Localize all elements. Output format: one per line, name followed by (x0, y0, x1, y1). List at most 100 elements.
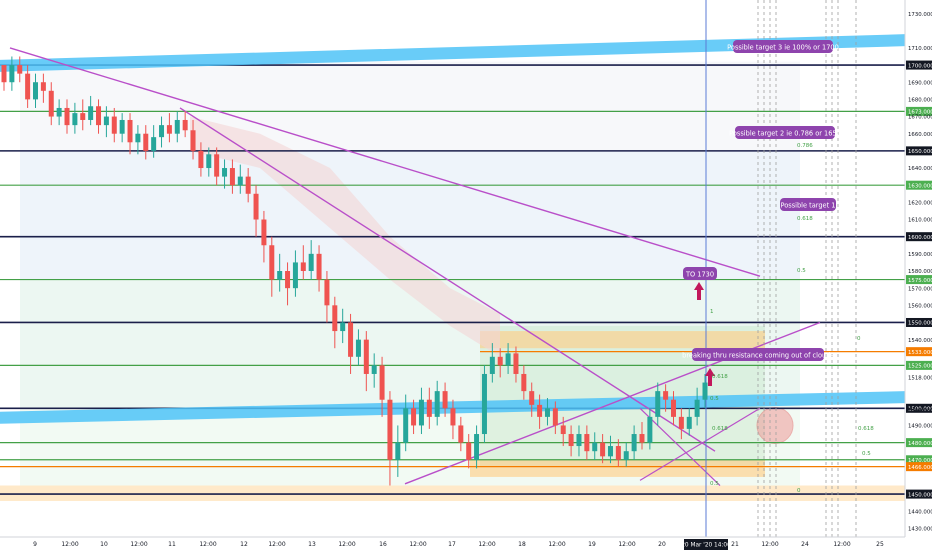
price-tick-label: 1500.000 (908, 406, 932, 412)
candle-body (308, 253, 314, 271)
time-tick-label: 20 (658, 541, 666, 548)
candle-body (568, 434, 574, 447)
annotation-bubble (733, 40, 833, 53)
price-tick-label: 1430.000 (908, 527, 932, 533)
candle-body (182, 119, 188, 131)
candle-body (600, 442, 606, 457)
candle-body (403, 408, 409, 443)
price-tag (906, 317, 932, 327)
candle-body (285, 271, 291, 289)
price-tick-label: 1580.000 (908, 269, 932, 275)
candle-body (521, 373, 527, 392)
candle-body (159, 125, 165, 138)
candle-body (292, 262, 298, 289)
candle-body (72, 113, 78, 126)
time-tick-label: 21 (731, 541, 739, 548)
price-tag (906, 462, 932, 472)
candle-body (497, 356, 503, 366)
candle-body (56, 107, 62, 117)
time-tick-label: 12:00 (548, 541, 565, 548)
candle-body (418, 399, 424, 426)
fib-label: 1 (710, 309, 714, 315)
candle-body (702, 382, 708, 400)
trend-line (9, 47, 761, 277)
annotation-text: TO 1730 (685, 271, 714, 279)
candle-body (466, 442, 472, 460)
candle-body (198, 150, 204, 169)
candle-body (607, 446, 613, 457)
horizontal-levels (0, 64, 905, 495)
annotation-bubble (692, 348, 824, 361)
candle-body (411, 408, 417, 426)
candle-body (40, 82, 46, 91)
candle-body (88, 106, 94, 120)
price-tick-label: 1630.000 (908, 183, 932, 189)
candle-body (64, 107, 70, 126)
candle-body (127, 119, 133, 143)
candle-body (33, 82, 39, 100)
candle-body (560, 425, 566, 435)
price-tick-label: 1575.000 (908, 278, 932, 284)
price-tick-label: 1620.000 (908, 201, 932, 207)
candle-body (135, 133, 141, 143)
price-tick-label: 1640.000 (908, 166, 932, 172)
annotation-bubble (735, 126, 835, 139)
candle-body (434, 391, 440, 417)
candle-body (615, 446, 621, 460)
candle-body (253, 193, 259, 220)
candle-body (300, 262, 306, 271)
time-tick-label: 12:00 (61, 541, 78, 548)
trend-line (639, 407, 761, 481)
zone-orange-bottom (470, 459, 765, 477)
candle-body (48, 90, 54, 117)
candle-body (442, 391, 448, 409)
candle-body (686, 416, 692, 429)
price-tick-label: 1518.000 (908, 376, 932, 382)
price-tag (906, 106, 932, 116)
candle-body (481, 373, 487, 435)
time-tick-label: 12:00 (130, 541, 147, 548)
price-tag (906, 180, 932, 190)
time-tick-label: 17 (448, 541, 456, 548)
trend-line (179, 107, 716, 452)
price-tag (906, 403, 932, 413)
candle-body (379, 365, 385, 400)
time-tick-label: 9 (33, 541, 37, 548)
candle-body (670, 399, 676, 417)
time-tick-label: 12:00 (761, 541, 778, 548)
price-tick-label: 1673.000 (908, 110, 932, 116)
candle-body (489, 356, 495, 374)
price-tag (906, 347, 932, 357)
zone-green (20, 279, 800, 486)
price-tick-label: 1570.000 (908, 286, 932, 292)
price-tick-label: 1550.000 (908, 321, 932, 327)
price-tick-label: 1730.000 (908, 12, 932, 18)
candle-body (631, 434, 637, 452)
price-tick-label: 1710.000 (908, 46, 932, 52)
candle-body (245, 176, 251, 194)
candle-body (387, 399, 393, 460)
price-tick-label: 1450.000 (908, 492, 932, 498)
candle-body (537, 404, 543, 417)
candle-body (17, 65, 23, 74)
candle-body (450, 408, 456, 426)
candle-body (316, 253, 322, 280)
annotation-text: Possible target 1 (781, 202, 836, 210)
candle-body (458, 425, 464, 443)
candle-body (505, 353, 511, 366)
price-tick-label: 1480.000 (908, 441, 932, 447)
crosshair-date-tag (684, 539, 728, 550)
time-tick-label: 13 (308, 541, 316, 548)
time-axis[interactable]: 9 12:00 10 12:00 11 12:00 12 12:00 13 12:00 16 12:0… (0, 536, 932, 550)
candle-body (371, 365, 377, 374)
price-tag (906, 232, 932, 242)
price-tick-label: 1490.000 (908, 424, 932, 430)
candle-body (623, 451, 629, 460)
candle-body (678, 416, 684, 429)
time-tick-label: 12:00 (268, 541, 285, 548)
time-tick-label: 12:00 (199, 541, 216, 548)
price-axis[interactable]: 1730.000 1710.000 1700.000 1690.000 1680.000… (904, 0, 932, 537)
annotation-text: Possible target 3 ie 100% or 1700 (727, 44, 839, 52)
price-tick-label: 1680.000 (908, 98, 932, 104)
